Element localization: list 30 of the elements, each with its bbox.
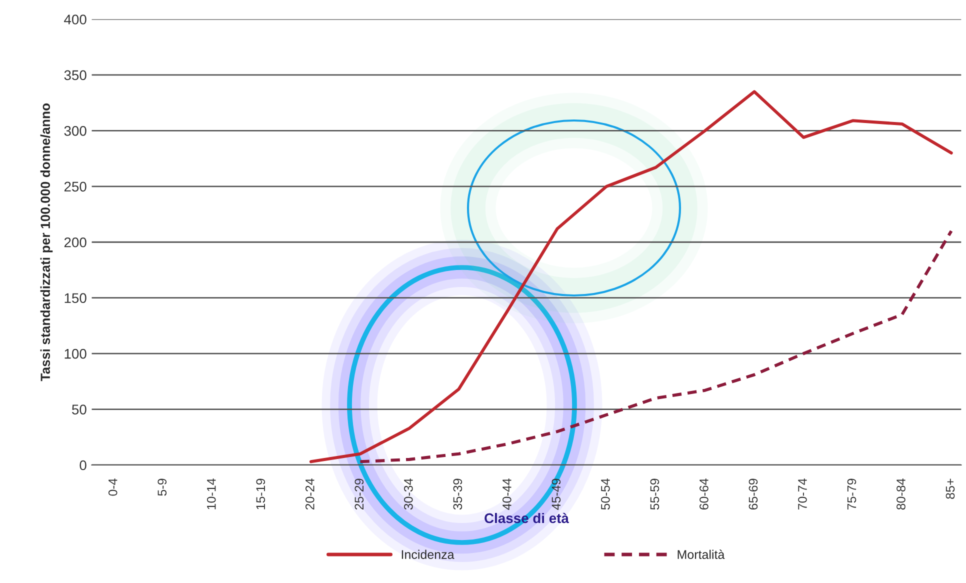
y-tick-label: 150 bbox=[64, 293, 86, 304]
y-tick-label: 100 bbox=[64, 348, 86, 359]
x-tick-label: 0-4 bbox=[108, 478, 118, 496]
x-tick-label: 20-24 bbox=[305, 478, 314, 510]
legend-label: Mortalità bbox=[678, 550, 725, 559]
y-tick-label: 0 bbox=[80, 460, 86, 470]
y-tick-label: 50 bbox=[72, 404, 86, 414]
x-tick-label: 15-19 bbox=[256, 478, 266, 510]
x-tick-label: 45-49 bbox=[552, 478, 561, 510]
y-axis-title: Tassi standardizzati per 100.000 donne/anno bbox=[40, 103, 53, 382]
legend-label: Incidenza bbox=[402, 550, 454, 559]
y-tick-label: 200 bbox=[64, 237, 86, 248]
x-tick-label: 85+ bbox=[946, 478, 955, 499]
y-tick-label: 250 bbox=[64, 182, 86, 192]
x-tick-label: 65-69 bbox=[748, 478, 758, 510]
x-tick-label: 75-79 bbox=[847, 478, 856, 510]
x-tick-label: 60-64 bbox=[700, 478, 708, 510]
y-tick-label: 400 bbox=[64, 14, 86, 24]
y-tick-label: 300 bbox=[64, 126, 86, 136]
x-tick-label: 5-9 bbox=[158, 478, 167, 496]
x-tick-label: 80-84 bbox=[896, 478, 906, 510]
x-tick-label: 10-14 bbox=[206, 478, 216, 510]
x-tick-label: 55-59 bbox=[650, 478, 660, 510]
x-tick-label: 40-44 bbox=[502, 478, 512, 510]
x-tick-label: 50-54 bbox=[601, 478, 610, 510]
y-tick-label: 350 bbox=[64, 70, 86, 80]
x-tick-label: 70-74 bbox=[798, 478, 807, 510]
x-tick-label: 35-39 bbox=[453, 478, 462, 510]
x-tick-label: 30-34 bbox=[404, 478, 413, 510]
x-tick-label: 25-29 bbox=[354, 478, 364, 510]
